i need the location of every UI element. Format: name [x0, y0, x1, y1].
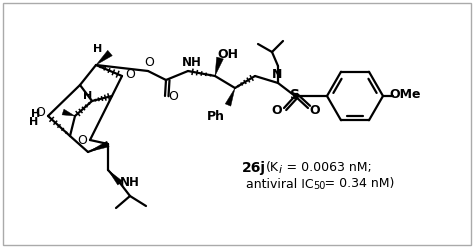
Text: antiviral IC: antiviral IC: [246, 178, 314, 190]
Text: i: i: [279, 165, 282, 175]
Text: O: O: [272, 104, 283, 118]
Text: H: H: [83, 91, 92, 101]
Text: (K: (K: [266, 161, 279, 175]
Text: H: H: [93, 44, 103, 54]
Text: H: H: [29, 117, 38, 127]
Polygon shape: [62, 109, 75, 116]
Text: S: S: [290, 88, 300, 102]
Polygon shape: [88, 141, 109, 152]
Text: Ph: Ph: [207, 110, 225, 123]
Text: 50: 50: [313, 181, 325, 191]
Text: = 0.0063 nM;: = 0.0063 nM;: [284, 161, 372, 175]
Text: NH: NH: [120, 176, 140, 188]
Text: O: O: [77, 133, 87, 147]
Text: N: N: [272, 68, 282, 82]
Text: O: O: [35, 105, 45, 119]
Polygon shape: [96, 50, 112, 65]
Text: O: O: [168, 91, 178, 103]
Text: OMe: OMe: [389, 89, 421, 101]
Polygon shape: [225, 88, 235, 106]
Polygon shape: [108, 170, 122, 185]
Polygon shape: [215, 57, 223, 76]
Text: NH: NH: [182, 56, 202, 68]
Text: H: H: [31, 109, 41, 119]
Text: OH: OH: [218, 48, 238, 61]
Text: O: O: [310, 104, 320, 118]
Text: O: O: [125, 67, 135, 81]
Text: = 0.34 nM): = 0.34 nM): [322, 178, 394, 190]
Text: 26j: 26j: [242, 161, 266, 175]
Text: O: O: [144, 56, 154, 68]
